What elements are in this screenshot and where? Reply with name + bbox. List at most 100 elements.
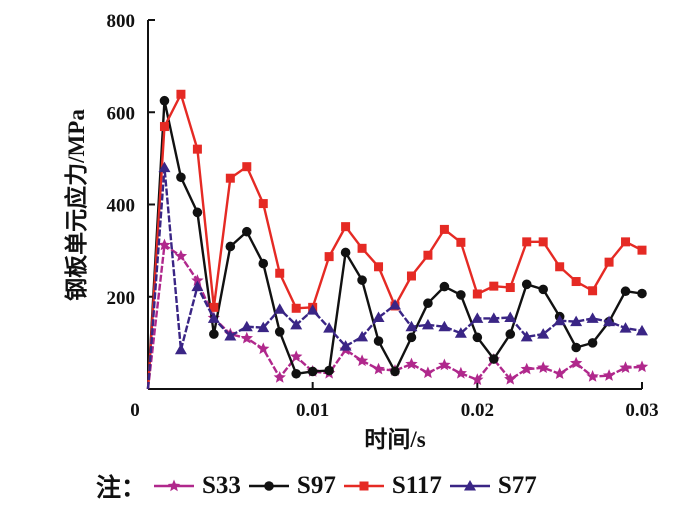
ticks: 200 400 600 800 0 0.01 0.02 0.03	[107, 11, 659, 421]
data-point	[290, 350, 303, 362]
data-point	[504, 372, 517, 385]
data-point	[472, 332, 483, 343]
legend-swatch-square-icon	[343, 481, 384, 491]
origin-tick-label: 0	[130, 400, 140, 421]
data-point	[207, 312, 220, 323]
data-point	[324, 365, 334, 376]
y-tick-label: 800	[107, 11, 136, 32]
data-point	[372, 362, 385, 375]
data-point	[209, 302, 219, 312]
legend-marker	[359, 481, 369, 491]
data-point	[421, 366, 435, 379]
data-point	[355, 354, 369, 367]
data-point	[587, 338, 598, 348]
data-point	[357, 243, 367, 253]
legend-marker	[264, 481, 274, 491]
data-point	[619, 322, 632, 333]
data-point	[487, 312, 500, 323]
data-point	[242, 162, 252, 172]
data-point	[192, 144, 202, 154]
data-point	[225, 173, 235, 183]
series-s117	[146, 89, 647, 390]
data-point	[456, 290, 466, 300]
data-point	[553, 367, 566, 379]
series-line	[146, 93, 643, 390]
data-point	[324, 252, 334, 262]
data-point	[620, 286, 631, 297]
data-point	[159, 95, 170, 106]
data-point	[306, 304, 319, 315]
legend-label: S77	[497, 472, 537, 499]
data-point	[489, 281, 499, 291]
data-point	[291, 368, 302, 379]
data-point	[225, 241, 236, 252]
data-point	[555, 262, 565, 272]
data-point	[537, 361, 550, 373]
legend-swatch-star-icon	[154, 479, 195, 492]
data-point	[158, 238, 171, 251]
data-point	[242, 226, 252, 237]
data-point	[571, 277, 581, 287]
data-point	[258, 199, 268, 209]
data-point	[406, 271, 416, 281]
data-point	[570, 315, 583, 327]
data-point	[621, 237, 631, 247]
data-point	[176, 89, 186, 99]
data-point	[423, 298, 433, 309]
series-s77	[146, 161, 648, 390]
legend-note-label: 注：	[96, 475, 147, 502]
data-point	[275, 268, 285, 278]
legend-item-s117: S117	[342, 472, 448, 500]
data-point	[439, 224, 449, 234]
data-point	[586, 370, 599, 382]
data-point	[636, 324, 648, 336]
data-point	[588, 286, 598, 296]
data-point	[456, 237, 466, 247]
data-point	[372, 311, 385, 323]
data-point	[619, 361, 632, 373]
y-axis-title: 钢板单元应力/MPa	[63, 109, 89, 301]
data-point	[520, 330, 533, 342]
data-point	[471, 312, 484, 323]
data-point	[274, 327, 285, 337]
data-point	[438, 320, 451, 332]
data-point	[504, 311, 517, 323]
series-group	[146, 89, 649, 390]
data-point	[571, 342, 581, 353]
legend-item-s97: S97	[247, 472, 342, 500]
data-point	[340, 247, 351, 258]
data-point	[191, 274, 204, 286]
legend-item-s33: S33	[152, 472, 247, 500]
data-point	[405, 320, 418, 332]
series-line	[146, 166, 643, 390]
data-point	[520, 362, 533, 375]
legend-marker	[167, 479, 181, 492]
x-axis-title: 时间/s	[364, 427, 425, 452]
data-point	[538, 284, 548, 295]
data-point	[174, 249, 188, 262]
data-point	[374, 262, 384, 272]
data-point	[537, 328, 550, 339]
data-point	[454, 366, 467, 379]
data-point	[258, 258, 269, 269]
data-point	[586, 312, 599, 323]
data-point	[538, 237, 548, 247]
data-point	[423, 250, 433, 260]
data-point	[505, 329, 516, 339]
data-point	[357, 275, 367, 285]
data-point	[176, 172, 186, 183]
data-point	[257, 321, 270, 333]
data-point	[339, 340, 352, 351]
line-chart: 200 400 600 800 0 0.01 0.02 0.03 钢板单元应力/MPa 时间/…	[63, 11, 659, 452]
data-point	[603, 315, 616, 327]
y-tick-label: 600	[107, 103, 136, 124]
data-point	[158, 161, 171, 173]
data-point	[307, 366, 318, 377]
data-point	[273, 371, 286, 383]
legend-label: S117	[391, 472, 442, 499]
data-point	[373, 336, 384, 346]
data-point	[240, 320, 253, 332]
data-point	[406, 332, 417, 343]
data-point	[257, 342, 270, 355]
data-point	[405, 357, 418, 370]
